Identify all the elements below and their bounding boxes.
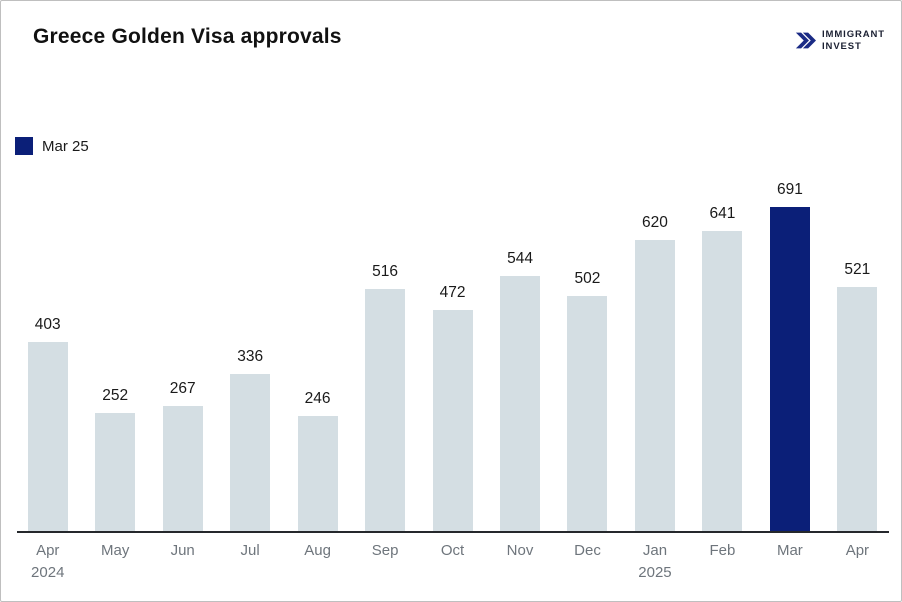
x-tick-label: May — [101, 542, 130, 559]
x-axis-tick-labels: Apr 2024 May Jun Jul Aug Sep Oct Nov Dec Jan 2025 Fe… — [14, 540, 891, 584]
bar-value-label: 403 — [34, 316, 61, 333]
x-tick-label: Dec — [574, 542, 601, 559]
bar-slot: 502 — [554, 161, 621, 532]
x-tick-label: Oct — [440, 542, 465, 559]
legend-label: Mar 25 — [42, 137, 89, 155]
bar-slot: 620 — [621, 161, 688, 532]
x-tick-label: Sep — [371, 542, 399, 559]
bar-value-label: 691 — [776, 181, 803, 198]
bar — [837, 287, 878, 532]
bar-chart-plot: 403 252 267 336 246 516 472 544 502 620 641 691 521 — [14, 161, 891, 532]
bar — [365, 289, 406, 532]
bar-slot: 472 — [419, 161, 486, 532]
bar-value-label: 246 — [304, 390, 331, 407]
bar — [297, 416, 338, 532]
double-chevron-right-icon — [795, 30, 817, 51]
bar-value-label: 336 — [237, 348, 264, 365]
x-tick-label: Nov — [506, 542, 534, 559]
bar-slot: 252 — [81, 161, 148, 532]
bar-value-label: 620 — [642, 214, 668, 231]
bar-slot: 516 — [351, 161, 418, 532]
bar — [27, 342, 68, 532]
logo-text: IMMIGRANT INVEST — [822, 29, 885, 52]
legend: Mar 25 — [15, 137, 89, 155]
bar-slot: 521 — [824, 161, 891, 532]
bar-slot: 336 — [216, 161, 283, 532]
bar — [162, 406, 203, 532]
bar-slot: 246 — [284, 161, 351, 532]
bar-value-label: 521 — [844, 261, 871, 278]
bar-slot: 403 — [14, 161, 81, 532]
x-axis-line — [17, 531, 889, 533]
bar — [634, 240, 675, 532]
bar-value-label: 252 — [102, 387, 129, 404]
bar-slot: 641 — [689, 161, 756, 532]
bar — [567, 296, 608, 532]
bar-value-label: 641 — [709, 205, 736, 222]
chart-title: Greece Golden Visa approvals — [33, 25, 342, 48]
legend-swatch — [15, 137, 33, 155]
x-tick-label: Apr — [845, 542, 870, 559]
bar-value-label: 516 — [372, 263, 399, 280]
bar — [230, 374, 271, 532]
bar — [432, 310, 473, 532]
x-tick-label: Jan 2025 — [638, 542, 672, 581]
bar-value-label: 267 — [169, 380, 196, 397]
x-tick-label: Jul — [240, 542, 260, 559]
x-tick-label: Aug — [304, 542, 331, 559]
logo-line1: IMMIGRANT — [822, 29, 885, 40]
bar-highlighted — [769, 207, 810, 532]
bar-value-label: 544 — [507, 250, 533, 267]
bar-value-label: 502 — [574, 270, 601, 287]
bar-value-label: 472 — [439, 284, 466, 301]
immigrant-invest-logo: IMMIGRANT INVEST — [795, 29, 885, 52]
x-tick-label: Feb — [709, 542, 736, 559]
bar — [500, 276, 541, 532]
bar — [95, 413, 136, 532]
logo-line2: INVEST — [822, 40, 862, 52]
x-tick-label: Apr 2024 — [31, 542, 65, 581]
bar-slot: 267 — [149, 161, 216, 532]
bar-slot: 544 — [486, 161, 553, 532]
x-tick-label: Jun — [170, 542, 195, 559]
x-tick-label: Mar — [776, 542, 803, 559]
bar — [702, 231, 743, 532]
bar-slot: 691 — [756, 161, 823, 532]
